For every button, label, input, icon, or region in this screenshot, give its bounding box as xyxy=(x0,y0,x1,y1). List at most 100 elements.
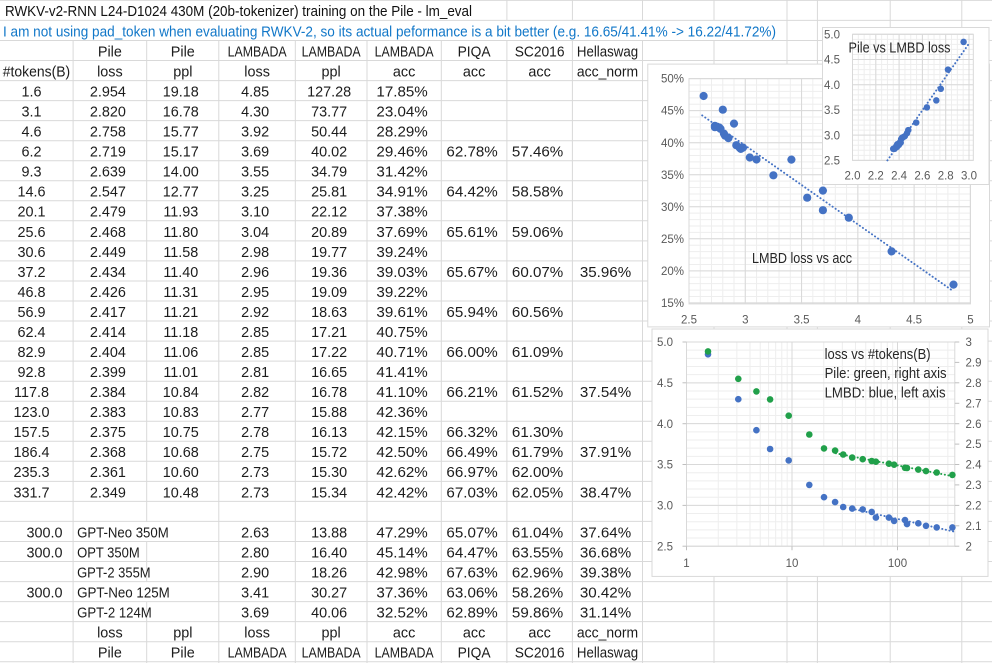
svg-text:25.6: 25.6 xyxy=(17,225,45,241)
svg-text:17.21: 17.21 xyxy=(311,325,347,341)
svg-text:GPT-2 124M: GPT-2 124M xyxy=(77,606,152,622)
svg-text:40.02: 40.02 xyxy=(311,145,347,161)
svg-text:OPT 350M: OPT 350M xyxy=(77,545,140,561)
svg-text:58.58%: 58.58% xyxy=(512,185,564,201)
svg-text:2.1: 2.1 xyxy=(966,521,982,533)
svg-text:acc_norm: acc_norm xyxy=(577,64,638,80)
svg-text:2.758: 2.758 xyxy=(90,125,126,141)
svg-text:2.399: 2.399 xyxy=(90,365,126,381)
svg-text:loss: loss xyxy=(97,626,123,642)
svg-text:16.40: 16.40 xyxy=(311,545,347,561)
svg-text:60.07%: 60.07% xyxy=(512,265,564,281)
svg-text:3.5: 3.5 xyxy=(824,105,840,117)
svg-text:62.05%: 62.05% xyxy=(512,485,564,501)
svg-text:37.91%: 37.91% xyxy=(580,445,632,461)
svg-text:4: 4 xyxy=(855,315,862,327)
svg-text:6.2: 6.2 xyxy=(21,145,41,161)
svg-text:3: 3 xyxy=(742,315,748,327)
svg-text:19.09: 19.09 xyxy=(311,285,347,301)
svg-text:64.47%: 64.47% xyxy=(446,545,498,561)
svg-text:35.96%: 35.96% xyxy=(580,265,632,281)
svg-text:59.86%: 59.86% xyxy=(512,606,564,622)
svg-text:123.0: 123.0 xyxy=(13,405,49,421)
svg-text:42.50%: 42.50% xyxy=(376,445,428,461)
svg-text:46.8: 46.8 xyxy=(17,285,45,301)
svg-text:loss: loss xyxy=(244,64,270,80)
svg-text:10.48: 10.48 xyxy=(163,485,199,501)
svg-text:117.8: 117.8 xyxy=(14,385,49,401)
svg-text:37.38%: 37.38% xyxy=(376,205,428,221)
svg-text:11.58: 11.58 xyxy=(163,245,198,261)
svg-text:50.44: 50.44 xyxy=(311,125,347,141)
svg-text:3.0: 3.0 xyxy=(657,501,673,513)
svg-text:39.61%: 39.61% xyxy=(376,305,428,321)
svg-text:2.820: 2.820 xyxy=(90,105,126,121)
svg-text:2.4: 2.4 xyxy=(891,170,908,182)
svg-text:LAMBADA: LAMBADA xyxy=(228,44,287,60)
svg-text:34.91%: 34.91% xyxy=(376,185,428,201)
svg-text:3.92: 3.92 xyxy=(241,125,269,141)
svg-text:5: 5 xyxy=(967,315,973,327)
svg-text:4.6: 4.6 xyxy=(21,125,41,141)
svg-text:loss vs #tokens(B): loss vs #tokens(B) xyxy=(825,347,931,363)
svg-text:2.90: 2.90 xyxy=(241,565,269,581)
svg-text:acc: acc xyxy=(463,626,485,642)
svg-text:31.14%: 31.14% xyxy=(580,606,632,622)
svg-text:37.69%: 37.69% xyxy=(376,225,428,241)
svg-text:3.5: 3.5 xyxy=(794,315,810,327)
svg-text:ppl: ppl xyxy=(321,626,340,642)
svg-text:66.97%: 66.97% xyxy=(446,465,498,481)
svg-text:11.01: 11.01 xyxy=(163,365,198,381)
svg-text:#tokens(B): #tokens(B) xyxy=(3,64,70,80)
svg-text:61.30%: 61.30% xyxy=(512,425,564,441)
svg-text:42.98%: 42.98% xyxy=(376,565,428,581)
svg-text:15.17: 15.17 xyxy=(163,145,199,161)
svg-text:acc: acc xyxy=(393,64,415,80)
svg-text:2.368: 2.368 xyxy=(90,445,126,461)
svg-text:10.68: 10.68 xyxy=(163,445,199,461)
svg-text:3.0: 3.0 xyxy=(824,130,840,142)
svg-text:62.4: 62.4 xyxy=(17,325,45,341)
svg-text:11.31: 11.31 xyxy=(163,285,198,301)
svg-text:3.0: 3.0 xyxy=(961,170,977,182)
svg-text:20.1: 20.1 xyxy=(17,205,45,221)
svg-text:2.77: 2.77 xyxy=(241,405,269,421)
svg-text:10.83: 10.83 xyxy=(163,405,199,421)
svg-text:40.71%: 40.71% xyxy=(376,345,428,361)
svg-text:SC2016: SC2016 xyxy=(515,646,565,662)
svg-text:2.96: 2.96 xyxy=(241,265,269,281)
svg-text:1.6: 1.6 xyxy=(21,85,41,101)
svg-text:42.15%: 42.15% xyxy=(376,425,428,441)
svg-text:2.73: 2.73 xyxy=(241,485,269,501)
svg-text:Pile: Pile xyxy=(171,44,195,60)
svg-text:45%: 45% xyxy=(661,106,684,118)
svg-text:2.5: 2.5 xyxy=(966,439,982,451)
svg-text:ppl: ppl xyxy=(321,64,340,80)
svg-text:62.78%: 62.78% xyxy=(446,145,498,161)
svg-text:58.26%: 58.26% xyxy=(512,586,564,602)
svg-text:2.8: 2.8 xyxy=(938,170,954,182)
svg-text:2.5: 2.5 xyxy=(657,541,673,553)
svg-text:16.65: 16.65 xyxy=(311,365,347,381)
svg-text:GPT-Neo 350M: GPT-Neo 350M xyxy=(77,525,169,541)
svg-text:62.89%: 62.89% xyxy=(446,606,498,622)
svg-text:41.10%: 41.10% xyxy=(376,385,428,401)
svg-text:2.468: 2.468 xyxy=(90,225,126,241)
svg-text:2.0: 2.0 xyxy=(845,170,861,182)
svg-text:2.75: 2.75 xyxy=(241,445,269,461)
svg-text:11.18: 11.18 xyxy=(163,325,198,341)
svg-text:32.52%: 32.52% xyxy=(376,606,428,622)
svg-text:300.0: 300.0 xyxy=(26,586,62,602)
svg-text:3.5: 3.5 xyxy=(657,460,673,472)
svg-text:2.82: 2.82 xyxy=(241,385,269,401)
svg-text:Pile vs LMBD loss: Pile vs LMBD loss xyxy=(849,41,951,57)
svg-text:73.77: 73.77 xyxy=(311,105,347,121)
svg-text:PIQA: PIQA xyxy=(458,44,491,60)
svg-text:2.349: 2.349 xyxy=(90,485,126,501)
svg-text:64.42%: 64.42% xyxy=(446,185,498,201)
svg-text:4.85: 4.85 xyxy=(241,85,269,101)
svg-text:2.434: 2.434 xyxy=(90,265,126,281)
svg-text:2.404: 2.404 xyxy=(90,345,126,361)
svg-text:16.13: 16.13 xyxy=(311,425,347,441)
svg-text:1: 1 xyxy=(683,558,689,570)
